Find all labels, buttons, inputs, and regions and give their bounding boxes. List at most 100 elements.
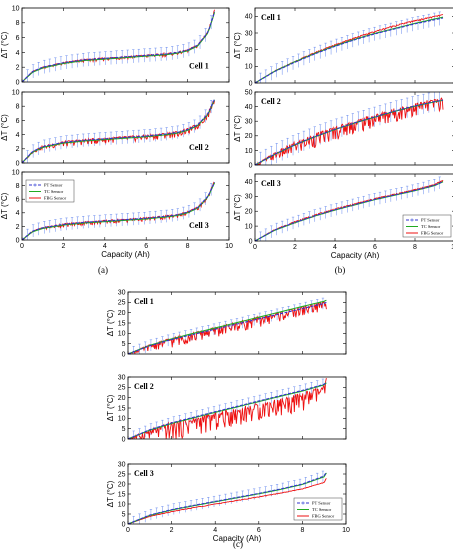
x-tick-label: 8 (300, 527, 304, 534)
y-tick-label: 0 (16, 237, 20, 244)
y-tick-label: 4 (16, 50, 20, 57)
plot-frame (127, 463, 347, 525)
y-tick-label: 30 (245, 119, 253, 126)
legend-label: FBG Sensor (312, 514, 335, 519)
y-tick-label: 10 (118, 331, 126, 338)
y-tick-label: 0 (249, 80, 253, 87)
legend-label: TC Sensor (44, 189, 64, 194)
series-line-tc-sensor (128, 472, 327, 524)
y-tick-label: 15 (118, 405, 126, 412)
y-tick-label: 2 (16, 146, 20, 153)
chart-b-cell-2: 0 10 20 30 40 50 ΔT (°C) Cell 2 (233, 89, 453, 169)
y-tick-label: 2 (16, 224, 20, 231)
y-tick-label: 40 (245, 104, 253, 111)
chart-a-cell-3: 0 2 4 6 8 10 0 2 4 6 8 10 ΔT (°C) Capacity (Ah) Cell 3… (0, 169, 233, 259)
chart-c-cell-2: 0 5 10 15 20 25 30 ΔT (°C) Cell 2 (106, 374, 347, 443)
y-tick-label: 10 (12, 169, 20, 176)
series-line-fbg-sensor (22, 9, 215, 82)
plot-series (128, 378, 327, 439)
y-tick-label: 10 (118, 416, 126, 423)
y-tick-label: 5 (122, 341, 126, 348)
series-line-pt-sensor (22, 98, 216, 163)
x-tick-label: 8 (413, 244, 417, 251)
series-line-tc-sensor (128, 299, 327, 354)
y-tick-label: 25 (118, 385, 126, 392)
legend-label: PT Sensor (421, 218, 440, 223)
panel-label-b: (b) (335, 265, 346, 275)
y-tick-label: 10 (12, 89, 20, 96)
series-line-pt-sensor (128, 381, 327, 439)
chart-b-cell-1: 0 10 20 30 40 ΔT (°C) Cell 1 (233, 7, 453, 87)
y-tick-label: 6 (16, 197, 20, 204)
series-line-pt-sensor (22, 11, 216, 82)
plot-series (22, 181, 216, 240)
y-axis-label: ΔT (°C) (0, 192, 9, 219)
x-tick-label: 0 (126, 527, 130, 534)
series-line-tc-sensor (255, 16, 444, 83)
series-line-pt-sensor (255, 17, 444, 83)
y-tick-label: 30 (245, 30, 253, 37)
y-axis-label: ΔT (°C) (233, 32, 242, 59)
y-tick-label: 20 (118, 310, 126, 317)
legend-label: TC Sensor (312, 507, 332, 512)
y-tick-label: 25 (118, 300, 126, 307)
cell-label: Cell 3 (189, 221, 209, 230)
y-tick-label: 20 (118, 395, 126, 402)
y-tick-label: 5 (122, 426, 126, 433)
y-tick-label: 8 (16, 20, 20, 27)
cell-label: Cell 1 (189, 62, 209, 71)
plot-series (255, 92, 444, 165)
cell-label: Cell 3 (134, 469, 154, 478)
series-line-tc-sensor (22, 99, 216, 163)
panel-label-c: (c) (233, 539, 243, 549)
y-tick-label: 4 (16, 210, 20, 217)
y-tick-label: 20 (118, 481, 126, 488)
y-tick-label: 10 (245, 148, 253, 155)
y-tick-label: 40 (245, 179, 253, 186)
series-line-tc-sensor (22, 182, 216, 240)
y-tick-label: 0 (122, 351, 126, 358)
chart-c-cell-3: 0 2 4 6 8 10 0 5 10 15 20 25 30 ΔT (°C) Capacity (Ah) C… (106, 461, 350, 543)
panel-label-a: (a) (98, 265, 108, 275)
chart-a-cell-2: 0 2 4 6 8 10 ΔT (°C) Cell 2 (0, 89, 230, 167)
series-line-fbg-sensor (255, 14, 444, 83)
x-axis-label: Capacity (Ah) (213, 534, 262, 543)
y-tick-label: 50 (245, 89, 253, 96)
cell-label: Cell 1 (134, 297, 154, 306)
x-axis-label: Capacity (Ah) (331, 251, 380, 260)
x-tick-label: 6 (257, 527, 261, 534)
plot-frame (254, 7, 453, 84)
y-tick-label: 15 (118, 320, 126, 327)
y-tick-label: 10 (12, 5, 20, 12)
legend-label: TC Sensor (421, 224, 441, 229)
y-tick-label: 20 (245, 209, 253, 216)
x-tick-label: 2 (170, 527, 174, 534)
series-line-pt-sensor (255, 180, 444, 241)
plot-frame (127, 291, 347, 355)
plot-series (255, 176, 444, 241)
y-axis-label: ΔT (°C) (233, 194, 242, 221)
x-tick-label: 0 (20, 243, 24, 250)
y-tick-label: 8 (16, 183, 20, 190)
y-axis-label: ΔT (°C) (106, 480, 115, 507)
chart-b-cell-3: 0 2 4 6 8 10 0 10 20 30 40 ΔT (°C) Capacity (Ah) Cell… (233, 173, 453, 260)
x-tick-label: 0 (253, 244, 257, 251)
cell-label: Cell 2 (134, 382, 154, 391)
series-line-pt-sensor (255, 99, 444, 165)
plot-series (255, 11, 444, 83)
series-line-pt-sensor (128, 301, 327, 354)
series-line-tc-sensor (128, 382, 327, 439)
x-tick-label: 4 (213, 527, 217, 534)
plot-frame (127, 376, 347, 440)
y-tick-label: 30 (118, 374, 126, 381)
series-line-fbg-sensor (255, 97, 444, 165)
y-tick-label: 6 (16, 118, 20, 125)
x-axis-label: Capacity (Ah) (101, 250, 150, 259)
x-tick-label: 4 (333, 244, 337, 251)
cell-label: Cell 2 (261, 97, 281, 106)
y-tick-label: 0 (122, 521, 126, 528)
y-axis-label: ΔT (°C) (106, 394, 115, 421)
plot-frame (21, 171, 230, 241)
